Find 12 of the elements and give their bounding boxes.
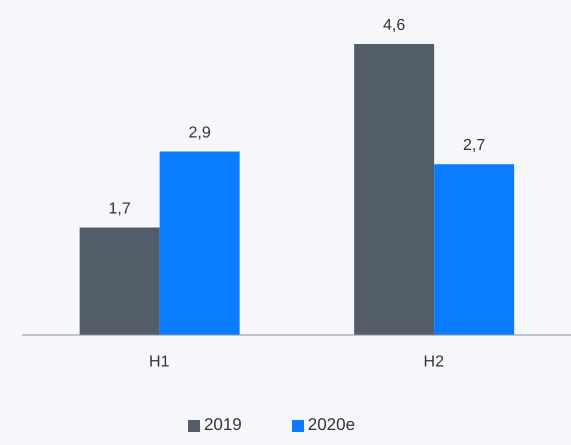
x-tick-label: H1 (149, 353, 170, 370)
x-tick-label: H2 (424, 353, 444, 370)
data-label: 1,7 (108, 200, 131, 218)
data-label: 2,9 (188, 124, 211, 142)
bar (80, 227, 160, 335)
bar (354, 44, 434, 335)
legend-label: 2019 (204, 415, 242, 434)
legend-label: 2020e (308, 415, 356, 434)
bar (160, 152, 240, 335)
data-label: 2,7 (463, 137, 486, 154)
data-label: 4,6 (383, 17, 406, 34)
bar (434, 164, 514, 335)
